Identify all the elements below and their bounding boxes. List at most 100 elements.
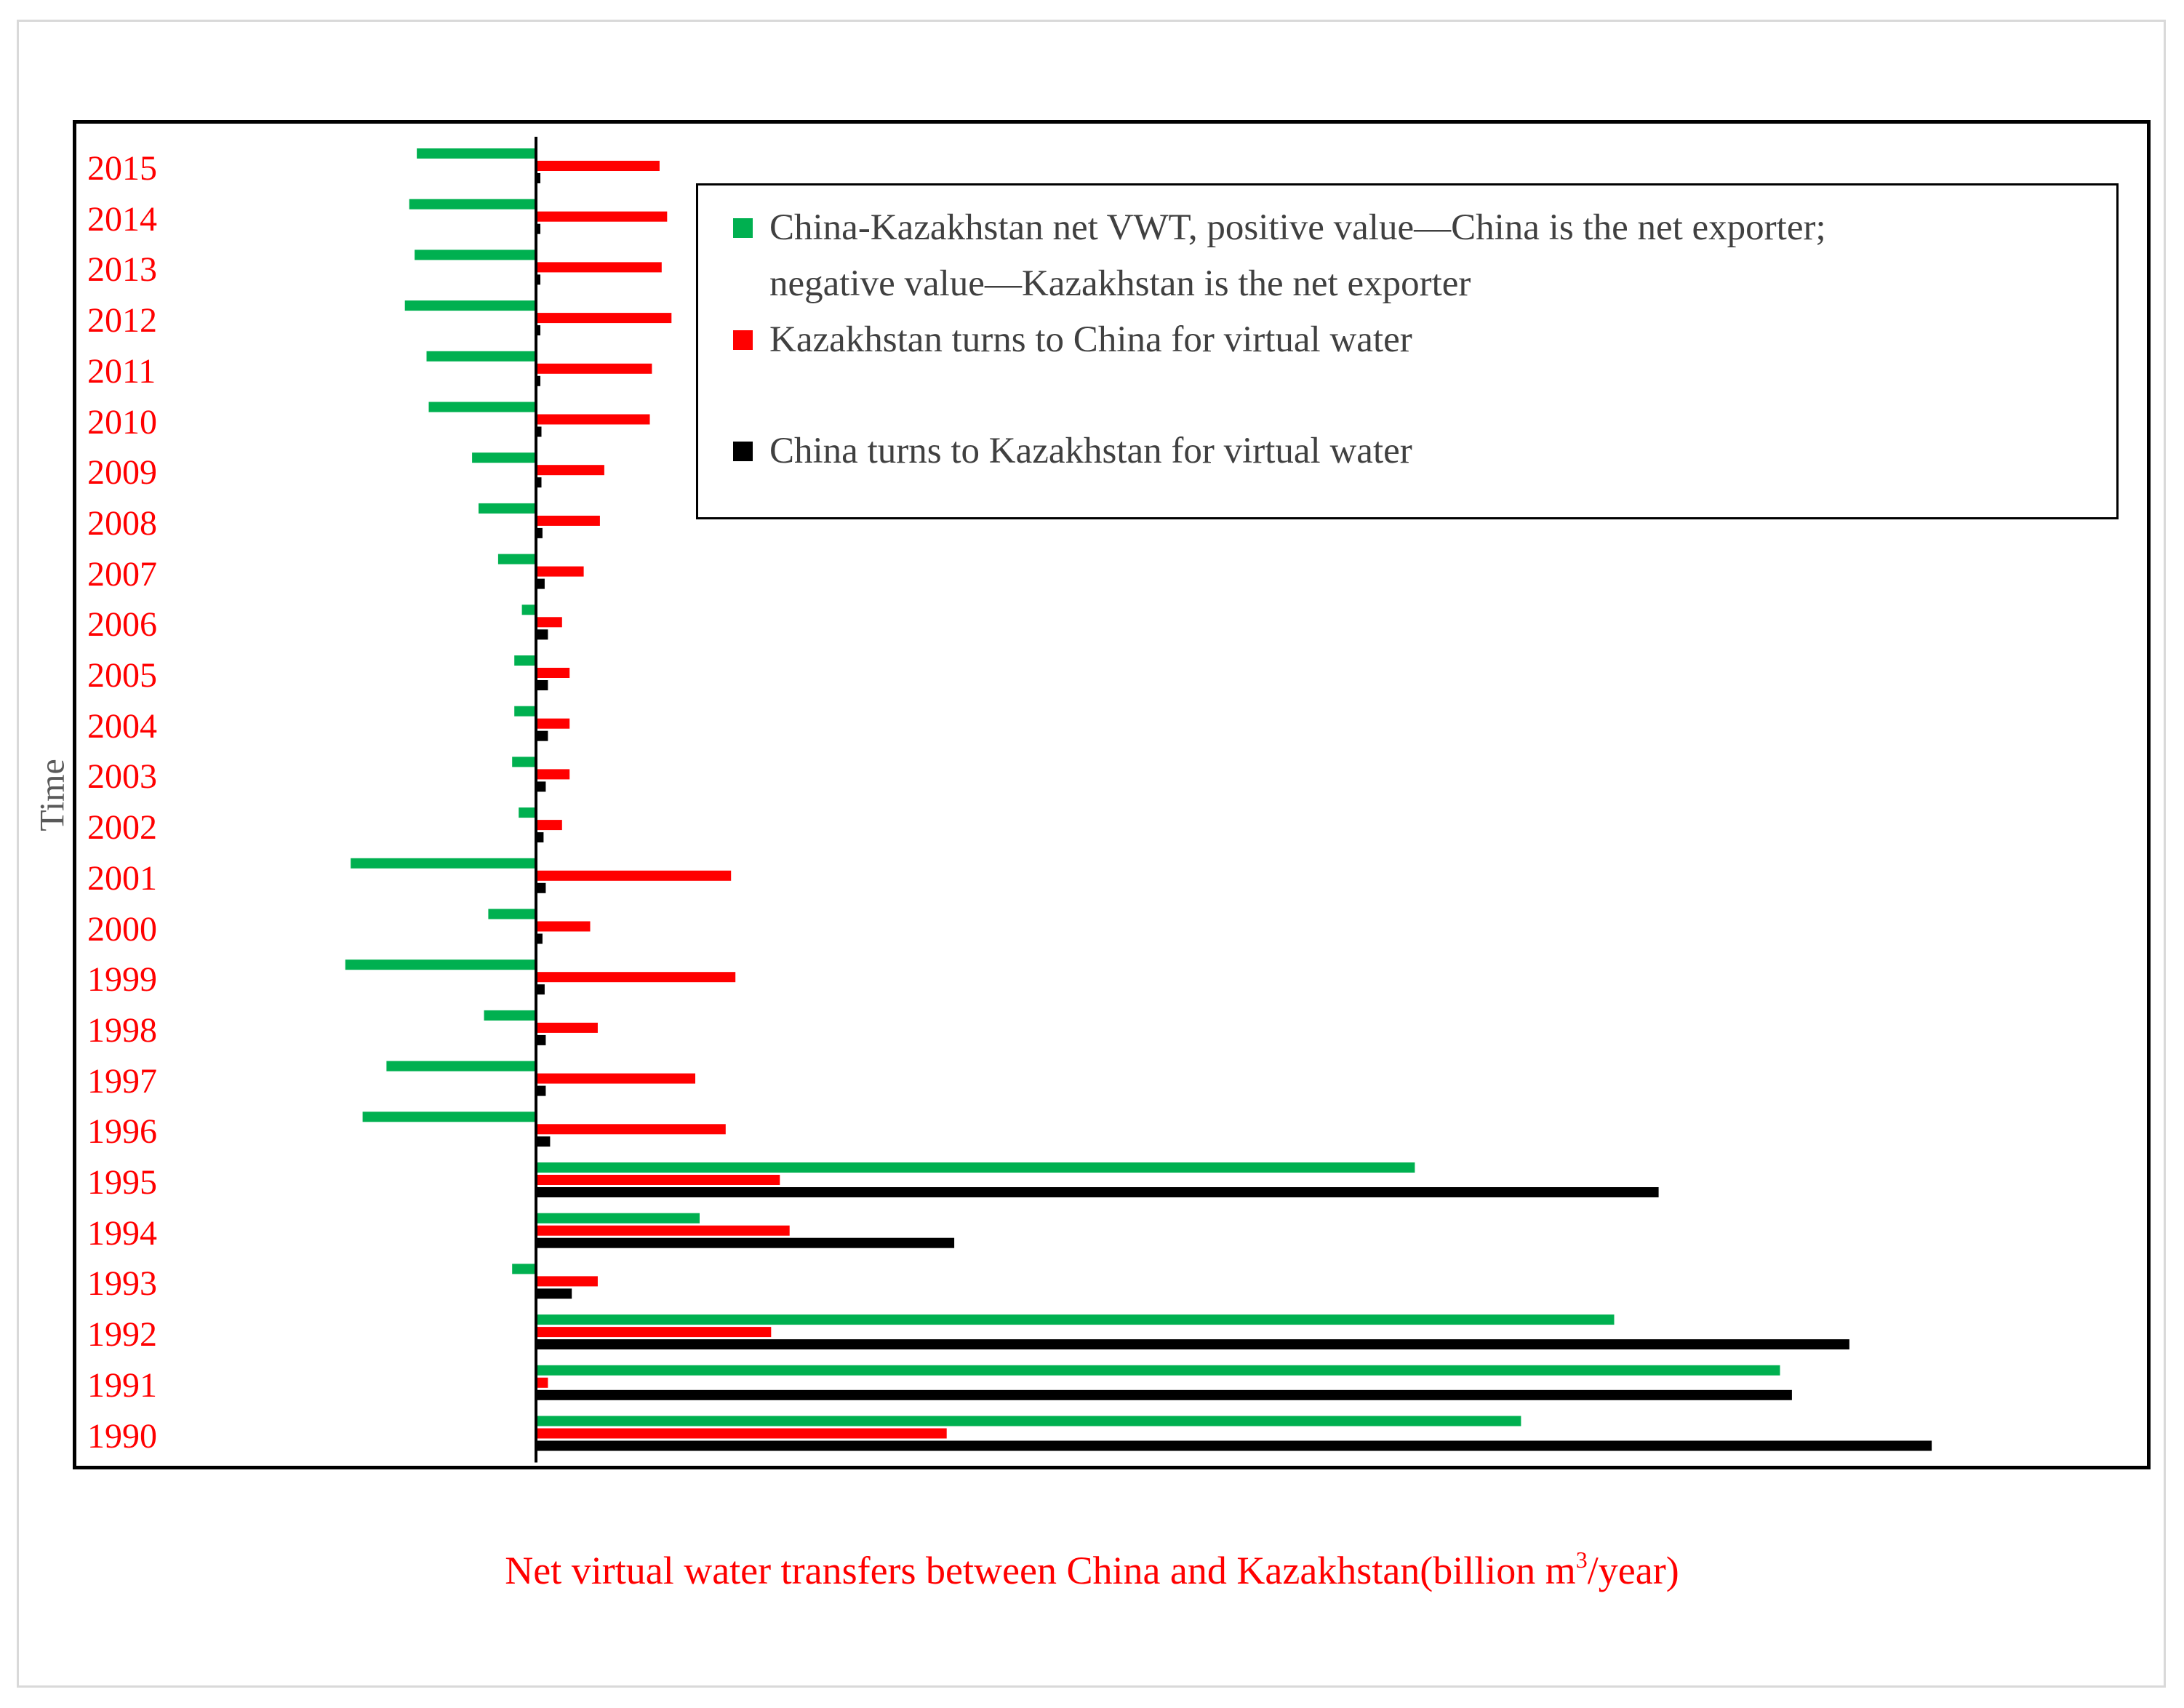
bar-kz-to-china-1997 [536, 1073, 695, 1084]
bar-china-to-kz-1998 [536, 1034, 546, 1045]
y-tick-label-2000: 2000 [87, 909, 157, 949]
bar-net-vwt-2002 [519, 807, 536, 818]
y-axis-label: Time [33, 759, 72, 831]
bar-kz-to-china-2002 [536, 820, 562, 831]
y-tick-label-1999: 1999 [87, 960, 157, 999]
y-tick-label-1994: 1994 [87, 1213, 157, 1253]
legend-label-net-vwt-line1: China-Kazakhstan net VWT, positive value… [769, 207, 1826, 248]
bar-china-to-kz-2010 [536, 426, 542, 437]
legend-swatch-green [733, 218, 753, 238]
y-tick-label-2015: 2015 [87, 149, 157, 188]
y-tick-label-2009: 2009 [87, 453, 157, 492]
bar-net-vwt-2011 [426, 351, 536, 362]
bar-net-vwt-2007 [497, 554, 536, 564]
bar-china-to-kz-2014 [536, 223, 540, 234]
bar-net-vwt-2000 [488, 909, 536, 919]
bar-net-vwt-1997 [386, 1061, 536, 1072]
bar-kz-to-china-2015 [536, 161, 660, 171]
bar-kz-to-china-2013 [536, 262, 662, 273]
bar-kz-to-china-2014 [536, 211, 668, 222]
y-tick-label-2005: 2005 [87, 656, 157, 695]
legend-swatch-red [733, 330, 753, 350]
y-tick-label-2007: 2007 [87, 554, 157, 594]
y-tick-label-2012: 2012 [87, 301, 157, 340]
bar-china-to-kz-2013 [536, 274, 540, 285]
y-tick-label-1991: 1991 [87, 1365, 157, 1405]
bar-net-vwt-2008 [479, 503, 536, 514]
y-tick-label-2006: 2006 [87, 605, 157, 645]
bar-net-vwt-1990 [536, 1416, 1521, 1426]
bar-net-vwt-2001 [351, 858, 536, 869]
bar-kz-to-china-2006 [536, 617, 562, 628]
bar-kz-to-china-1991 [536, 1377, 548, 1388]
bar-net-vwt-1993 [512, 1264, 536, 1274]
bar-china-to-kz-2008 [536, 527, 543, 538]
y-tick-label-1993: 1993 [87, 1264, 157, 1304]
bar-china-to-kz-1996 [536, 1136, 551, 1147]
bar-kz-to-china-2001 [536, 870, 732, 881]
bar-net-vwt-2005 [514, 655, 536, 666]
bar-net-vwt-1995 [536, 1162, 1415, 1173]
bar-china-to-kz-2015 [536, 173, 540, 183]
figure-frame [17, 20, 2166, 1688]
bar-china-to-kz-1995 [536, 1187, 1659, 1197]
bar-kz-to-china-1990 [536, 1428, 947, 1439]
y-tick-label-2013: 2013 [87, 250, 157, 290]
bar-china-to-kz-2006 [536, 629, 548, 640]
x-axis-label: Net virtual water transfers between Chin… [0, 1548, 2184, 1593]
bar-net-vwt-2013 [415, 250, 536, 260]
bar-net-vwt-1992 [536, 1314, 1615, 1325]
bar-kz-to-china-1996 [536, 1124, 726, 1135]
x-axis-label-main: Net virtual water transfers between Chin… [505, 1549, 1576, 1592]
y-tick-label-1998: 1998 [87, 1010, 157, 1050]
y-tick-label-2011: 2011 [87, 351, 156, 391]
bar-kz-to-china-1998 [536, 1022, 598, 1033]
bar-china-to-kz-2007 [536, 578, 545, 589]
bar-net-vwt-1996 [362, 1112, 536, 1122]
bar-net-vwt-2010 [428, 402, 536, 412]
bar-china-to-kz-1994 [536, 1237, 955, 1248]
bar-china-to-kz-2001 [536, 882, 546, 893]
legend-label-net-vwt-line2: negative value—Kazakhstan is the net exp… [769, 263, 1471, 304]
bar-kz-to-china-2008 [536, 515, 600, 526]
bar-china-to-kz-1992 [536, 1339, 1849, 1350]
bar-net-vwt-2015 [417, 148, 536, 159]
y-tick-label-2008: 2008 [87, 503, 157, 543]
y-tick-label-1990: 1990 [87, 1416, 157, 1456]
bar-china-to-kz-2005 [536, 680, 548, 690]
bar-china-to-kz-2012 [536, 325, 540, 336]
bar-kz-to-china-1993 [536, 1276, 598, 1287]
bar-net-vwt-1994 [536, 1213, 700, 1224]
bar-net-vwt-2014 [409, 199, 536, 209]
bar-kz-to-china-2005 [536, 668, 570, 678]
bar-kz-to-china-2004 [536, 718, 570, 729]
bar-net-vwt-1998 [484, 1010, 536, 1021]
bar-kz-to-china-2009 [536, 465, 604, 476]
y-tick-label-2003: 2003 [87, 757, 157, 797]
bar-china-to-kz-2002 [536, 832, 544, 843]
legend-label-kz-to-china: Kazakhstan turns to China for virtual wa… [769, 319, 1412, 360]
y-tick-label-1997: 1997 [87, 1061, 157, 1101]
bar-china-to-kz-2004 [536, 730, 548, 741]
bar-kz-to-china-2003 [536, 769, 570, 780]
bar-kz-to-china-2000 [536, 921, 591, 932]
y-tick-label-2002: 2002 [87, 808, 157, 847]
x-axis-label-superscript: 3 [1575, 1547, 1588, 1573]
y-tick-label-2001: 2001 [87, 858, 157, 898]
bar-kz-to-china-2011 [536, 363, 652, 374]
y-tick-label-1992: 1992 [87, 1315, 157, 1354]
legend: China-Kazakhstan net VWT, positive value… [696, 183, 2119, 519]
bar-net-vwt-2004 [514, 706, 536, 717]
bar-kz-to-china-1994 [536, 1225, 790, 1236]
bar-net-vwt-2006 [521, 604, 536, 615]
bar-china-to-kz-1993 [536, 1288, 572, 1299]
bar-china-to-kz-2011 [536, 375, 540, 386]
bar-net-vwt-2012 [404, 300, 536, 311]
bar-kz-to-china-2012 [536, 313, 672, 324]
bar-net-vwt-1999 [345, 959, 536, 970]
bar-china-to-kz-1999 [536, 984, 545, 995]
bar-china-to-kz-2009 [536, 477, 542, 488]
legend-label-china-to-kz: China turns to Kazakhstan for virtual wa… [769, 431, 1412, 471]
bar-china-to-kz-1991 [536, 1389, 1792, 1400]
y-tick-label-2010: 2010 [87, 402, 157, 442]
